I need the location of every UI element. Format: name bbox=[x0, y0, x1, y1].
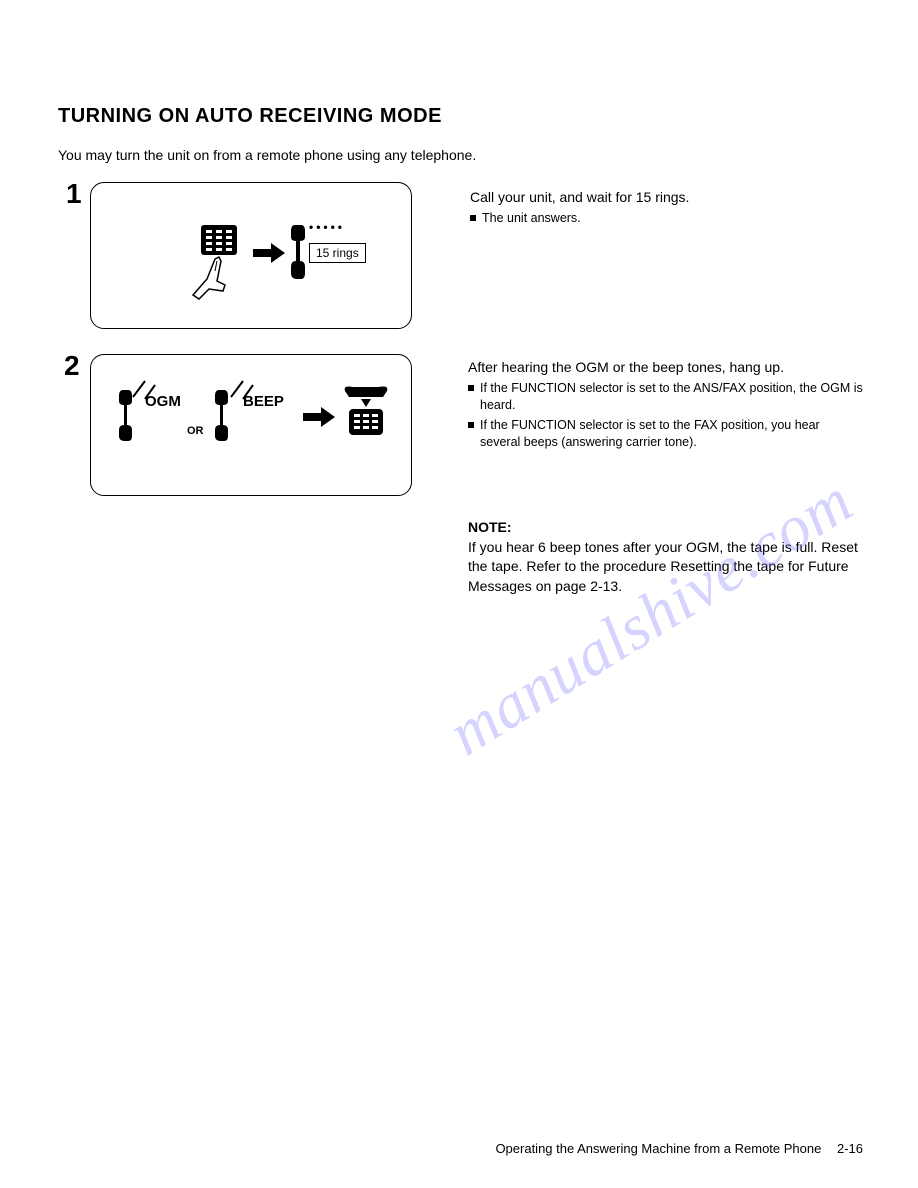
step-2-bullet-1: If the FUNCTION selector is set to the A… bbox=[468, 380, 863, 414]
ring-dots: ••••• bbox=[309, 220, 345, 234]
step-1-panel: ••••• 15 rings bbox=[90, 182, 412, 329]
footer: Operating the Answering Machine from a R… bbox=[495, 1141, 863, 1156]
step-1-bullet-1: The unit answers. bbox=[470, 210, 860, 227]
step-2-heading: After hearing the OGM or the beep tones,… bbox=[468, 358, 863, 377]
fax-machine-icon bbox=[341, 385, 391, 442]
footer-text: Operating the Answering Machine from a R… bbox=[495, 1141, 821, 1156]
hand-icon bbox=[189, 255, 237, 308]
arrow-right-icon bbox=[253, 241, 287, 270]
beep-label: BEEP bbox=[243, 393, 284, 410]
step-2-panel: OGM OR BEEP bbox=[90, 354, 412, 496]
step-1-text: Call your unit, and wait for 15 rings. T… bbox=[470, 188, 860, 227]
step-2-bullet-2: If the FUNCTION selector is set to the F… bbox=[468, 417, 863, 451]
intro-text: You may turn the unit on from a remote p… bbox=[58, 147, 476, 163]
bullet-icon bbox=[470, 215, 476, 221]
arrow-right-icon bbox=[303, 405, 337, 434]
bullet-icon bbox=[468, 385, 474, 391]
step-2-text: After hearing the OGM or the beep tones,… bbox=[468, 358, 863, 450]
step-2-number: 2 bbox=[64, 350, 80, 382]
handset-icon bbox=[291, 221, 309, 286]
note-label: NOTE: bbox=[468, 519, 512, 535]
bullet-icon bbox=[468, 422, 474, 428]
watermark: manualshive.com bbox=[435, 463, 865, 770]
step-1-number: 1 bbox=[66, 178, 82, 210]
rings-label: 15 rings bbox=[309, 243, 366, 263]
ogm-label: OGM bbox=[145, 393, 181, 410]
step-1-heading: Call your unit, and wait for 15 rings. bbox=[470, 188, 860, 207]
page-title: TURNING ON AUTO RECEIVING MODE bbox=[58, 105, 442, 128]
or-label: OR bbox=[187, 425, 204, 437]
footer-page: 2-16 bbox=[837, 1141, 863, 1156]
